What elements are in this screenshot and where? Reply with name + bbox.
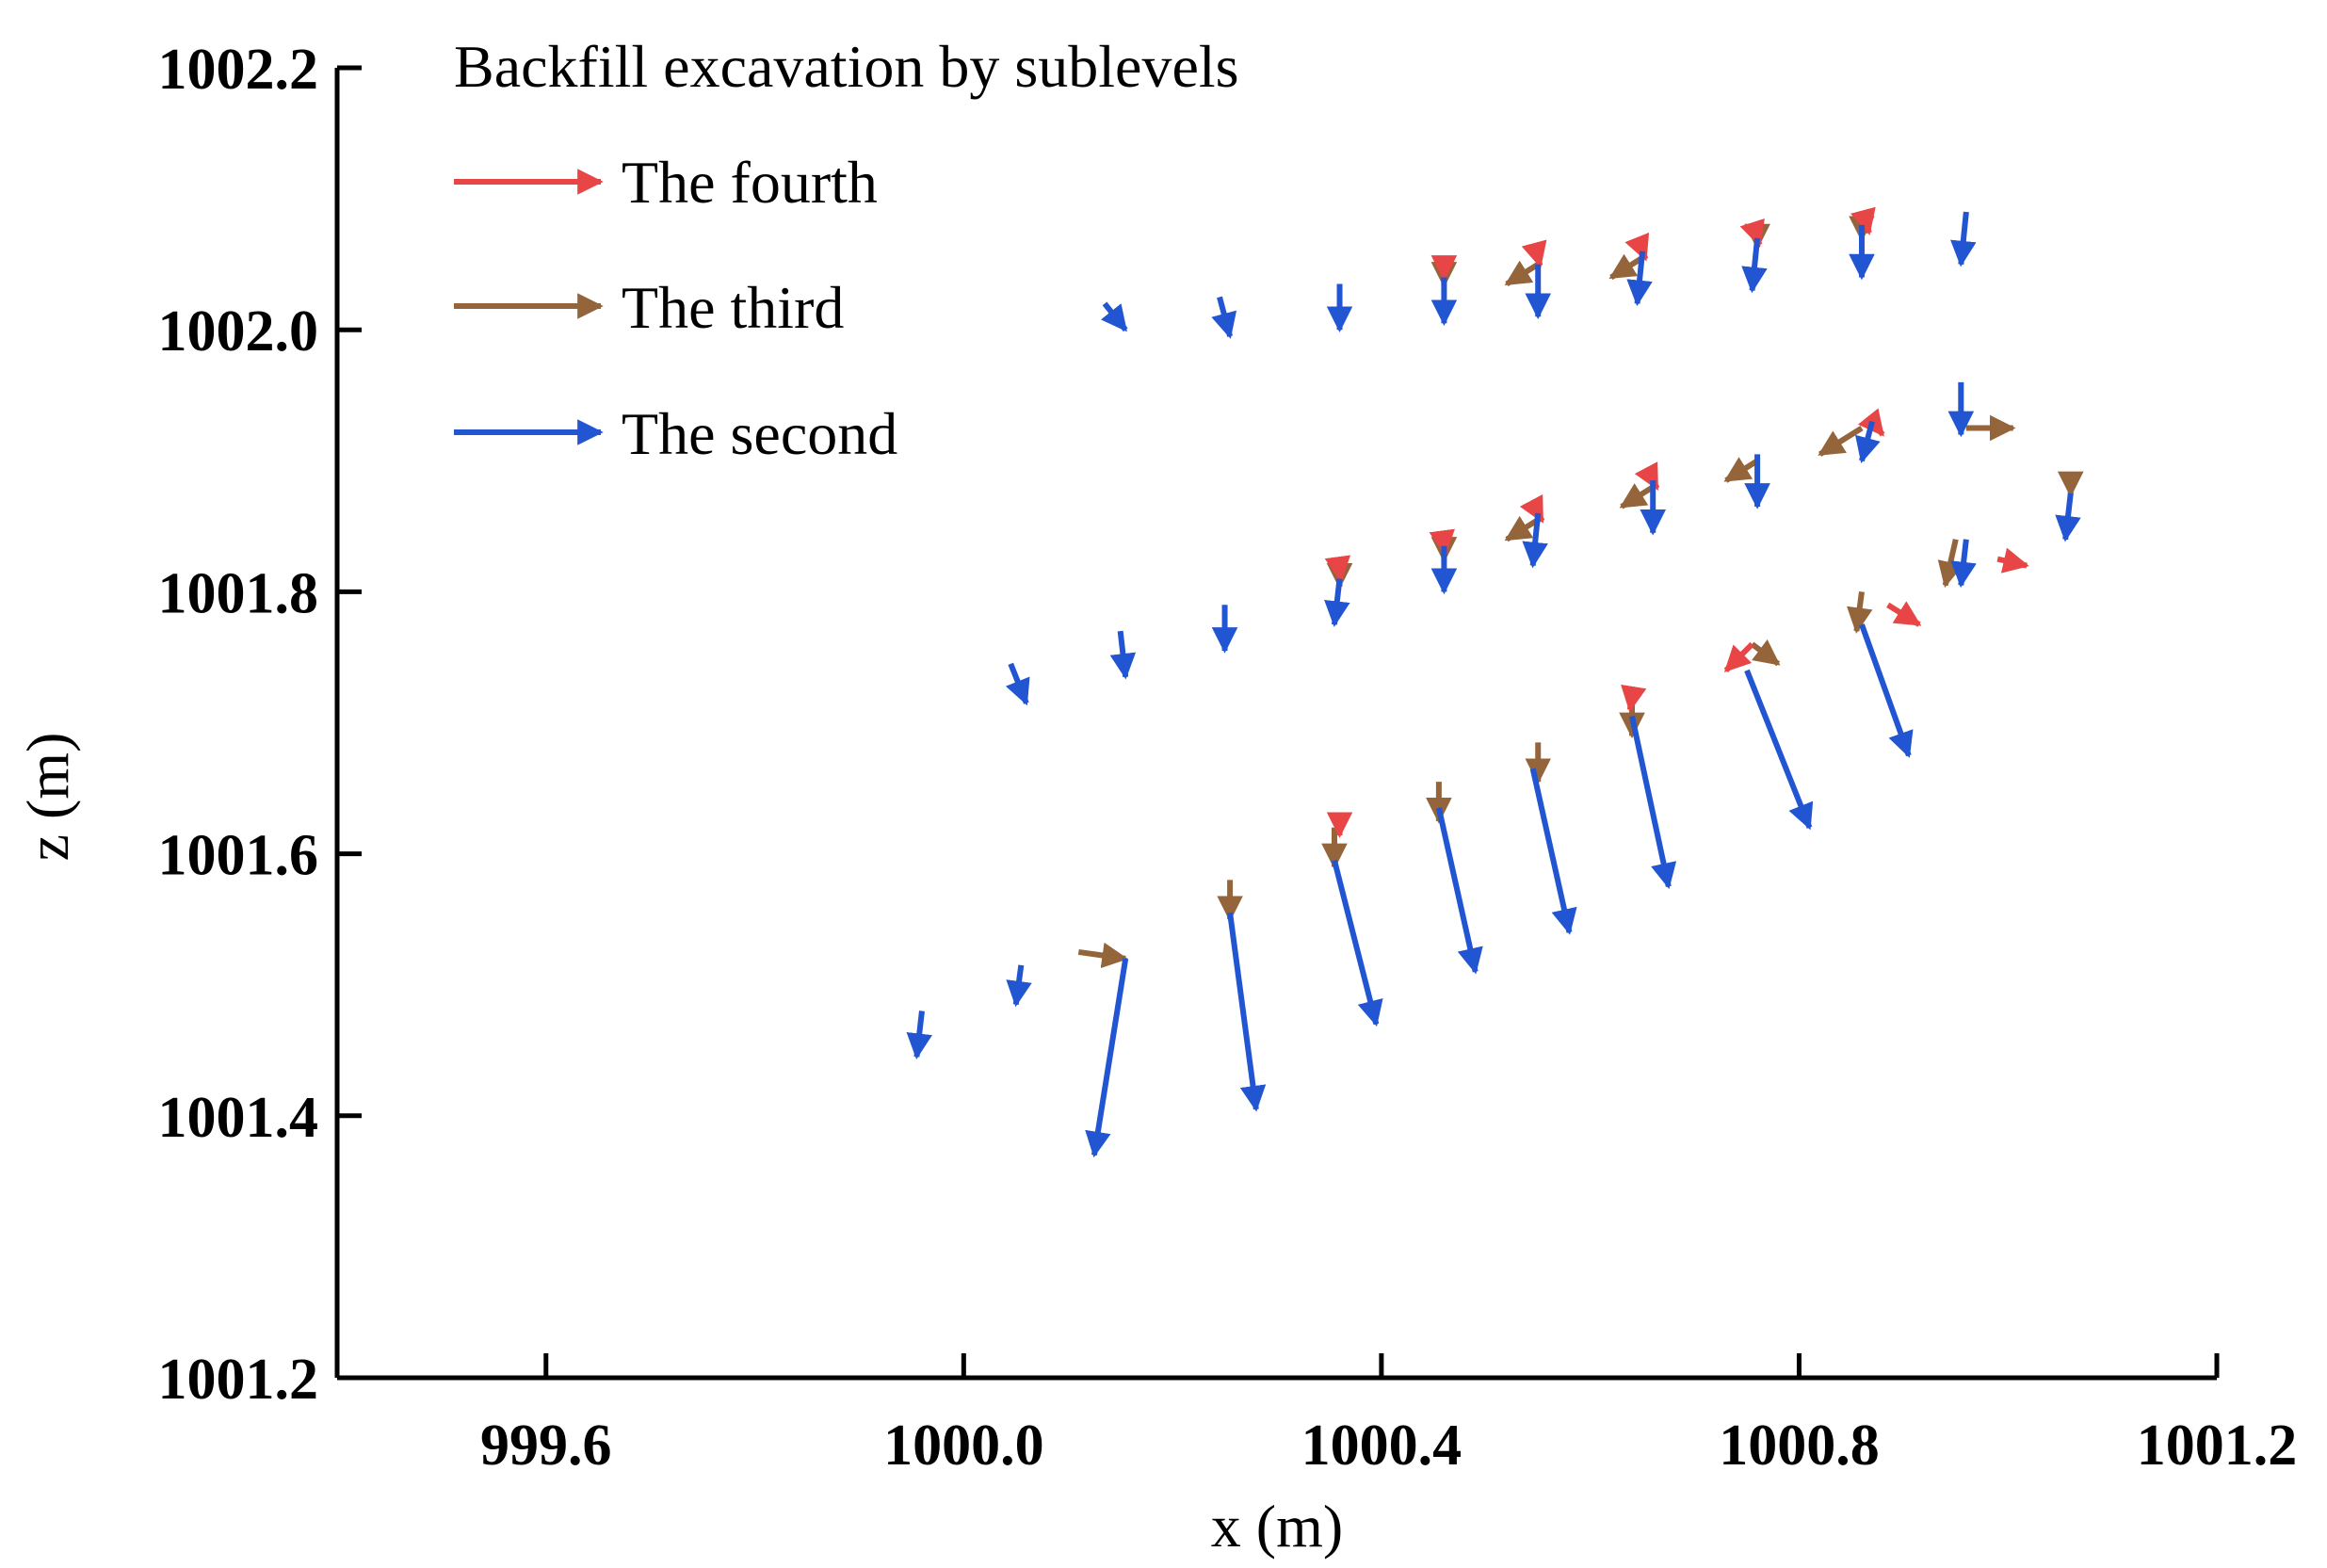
y-ticks: 1001.2 1001.4 1001.6 1001.8 1002.0 1002.2 [158,38,362,1412]
vector-arrow [1529,768,1577,935]
vector-arrow [1626,251,1653,307]
y-tick-label: 1001.8 [158,561,319,625]
vector-arrow [1950,211,1977,267]
vector-arrow [1847,591,1873,634]
vector-arrow [1005,662,1030,706]
y-tick-label: 1001.4 [158,1086,319,1150]
legend-title: Backfill excavation by sublevels [454,33,1239,100]
x-tick-label: 1000.0 [883,1414,1044,1478]
series-the-third [1077,216,2084,969]
y-tick-label: 1002.0 [158,299,319,364]
x-tick-label: 1000.8 [1719,1414,1880,1478]
vector-arrow [1950,539,1977,589]
y-axis-title: z (m) [14,733,81,862]
x-axis-title: x (m) [1211,1493,1343,1560]
vector-arrow [1504,260,1540,287]
vector-arrow [1855,420,1881,463]
x-tick-label: 1001.2 [2137,1414,2298,1478]
x-ticks: 999.6 1000.0 1000.4 1000.8 1001.2 [480,1353,2297,1478]
vector-arrow [1621,684,1647,713]
x-tick-label: 1000.4 [1301,1414,1462,1478]
series-the-second [906,211,2081,1158]
legend-label-second: The second [622,400,897,467]
vector-arrow [1435,807,1483,975]
vector-arrow [1850,206,1876,235]
y-tick-label: 1001.2 [158,1348,319,1412]
vector-arrow [1723,641,1754,672]
vector-arrow [1741,237,1768,294]
vector-arrow [1077,942,1128,969]
legend: Backfill excavation by sublevels The fou… [454,33,1239,467]
vector-arrow [1227,912,1267,1112]
legend-entry-third: The third [454,274,844,341]
vector-arrow [1324,578,1350,627]
x-tick-label: 999.6 [480,1414,612,1478]
vector-arrow [1006,964,1032,1008]
legend-entry-fourth: The fourth [454,149,878,216]
vector-arrow [906,1010,932,1059]
vector-arrow [1750,639,1781,667]
y-tick-label: 1002.2 [158,38,319,102]
vector-arrow [1085,958,1129,1158]
vector-arrow [1332,859,1383,1027]
vector-arrow [1619,483,1655,509]
y-tick-label: 1001.6 [158,824,319,888]
vector-arrow [1324,555,1351,583]
vector-arrow [2055,493,2081,542]
vector-arrow [1522,512,1548,569]
plot-area [906,206,2084,1158]
vector-arrow [1886,601,1922,627]
vector-arrow [1744,669,1814,831]
vector-arrow [1211,296,1237,339]
vector-arrow [1859,623,1914,758]
vector-arrow [1723,457,1759,483]
vector-arrow [1109,630,1137,680]
legend-label-third: The third [622,274,844,341]
axes [334,68,2217,1381]
legend-entry-second: The second [454,400,897,467]
vector-arrow [1996,547,2029,574]
legend-label-fourth: The fourth [622,149,878,216]
vector-arrow [1629,715,1677,890]
vector-arrow [1100,301,1128,332]
vector-arrow [1937,539,1963,589]
vector-arrow [1818,425,1864,457]
